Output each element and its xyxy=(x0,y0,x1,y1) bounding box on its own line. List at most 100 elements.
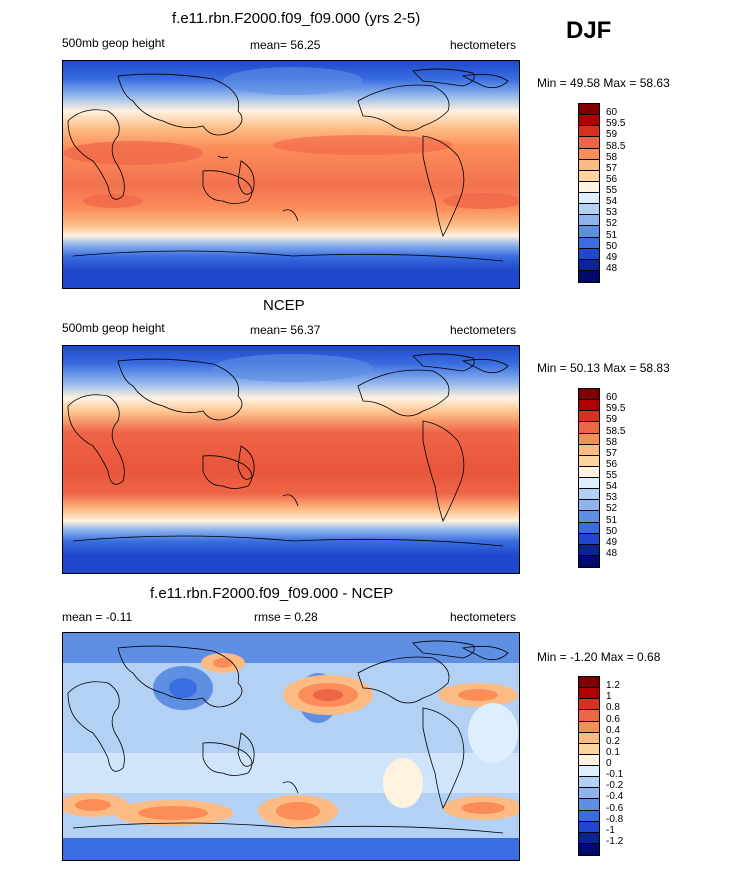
panel-3-rmse-label: rmse = 0.28 xyxy=(254,610,318,624)
colorbar-tick-label: 59 xyxy=(606,414,618,426)
panel-1-minmax-label: Min = 49.58 Max = 58.63 xyxy=(537,76,670,90)
colorbar-tick-label: 0.2 xyxy=(606,735,620,747)
colorbar-segment xyxy=(579,511,599,523)
panel-2-map-graphic xyxy=(63,346,519,573)
colorbar-segment xyxy=(579,721,599,733)
panel-3-map xyxy=(62,632,520,861)
panel-1-variable-label: 500mb geop height xyxy=(62,36,165,50)
colorbar-tick-label: 0.6 xyxy=(606,713,620,725)
colorbar-tick-label: -1.2 xyxy=(606,835,624,847)
colorbar-segment xyxy=(579,489,599,501)
panel-1-colorbar xyxy=(578,103,600,283)
panel-3-units-label: hectometers xyxy=(450,610,517,624)
colorbar-tick-label: 52 xyxy=(606,503,618,515)
colorbar-tick-label: 58 xyxy=(606,151,618,163)
colorbar-tick-label: -0.4 xyxy=(606,791,624,803)
colorbar-segment xyxy=(579,743,599,755)
colorbar-segment xyxy=(579,522,599,534)
panel-2-map xyxy=(62,345,520,574)
colorbar-tick-label: 51 xyxy=(606,514,618,526)
colorbar-tick-label: 60 xyxy=(606,392,618,404)
colorbar-segment xyxy=(579,810,599,822)
colorbar-tick-label: 55 xyxy=(606,470,618,481)
colorbar-segment xyxy=(579,126,599,138)
colorbar-tick-label: -0.1 xyxy=(606,769,624,781)
colorbar-tick-label: 59 xyxy=(606,129,618,141)
colorbar-tick-label: 56 xyxy=(606,458,618,470)
colorbar-segment xyxy=(579,788,599,800)
colorbar-tick-label: 58 xyxy=(606,436,618,448)
colorbar-segment xyxy=(579,766,599,778)
colorbar-segment xyxy=(579,710,599,722)
panel-1-map-graphic xyxy=(63,61,519,288)
colorbar-segment xyxy=(579,555,599,567)
colorbar-tick-label: 1.2 xyxy=(606,680,620,692)
colorbar-segment xyxy=(579,455,599,467)
panel-1-mean-label: mean= 56.25 xyxy=(250,38,321,52)
colorbar-segment xyxy=(579,115,599,127)
colorbar-segment xyxy=(579,832,599,844)
panel-2-units-label: hectometers xyxy=(450,323,517,337)
colorbar-tick-label: 0.4 xyxy=(606,724,620,736)
colorbar-segment xyxy=(579,148,599,160)
colorbar-tick-label: 60 xyxy=(606,107,618,119)
colorbar-segment xyxy=(579,259,599,271)
colorbar-segment xyxy=(579,226,599,238)
colorbar-tick-label: 59.5 xyxy=(606,403,626,415)
panel-3-colorbar xyxy=(578,676,600,856)
panel-2-minmax-label: Min = 50.13 Max = 58.83 xyxy=(537,361,670,375)
panel-2-colorbar xyxy=(578,388,600,568)
colorbar-segment xyxy=(579,843,599,855)
colorbar-tick-label: -1 xyxy=(606,824,615,836)
colorbar-segment xyxy=(579,677,599,689)
colorbar-segment xyxy=(579,699,599,711)
colorbar-tick-label: 48 xyxy=(606,262,618,274)
panel-1-title: f.e11.rbn.F2000.f09_f09.000 (yrs 2-5) xyxy=(172,10,421,27)
colorbar-segment xyxy=(579,181,599,193)
colorbar-tick-label: 49 xyxy=(606,536,618,548)
colorbar-segment xyxy=(579,389,599,401)
colorbar-segment xyxy=(579,444,599,456)
panel-2-title: NCEP xyxy=(263,297,305,314)
colorbar-segment xyxy=(579,137,599,149)
panel-3-mean-label: mean = -0.11 xyxy=(62,610,133,624)
panel-3-title: f.e11.rbn.F2000.f09_f09.000 - NCEP xyxy=(150,585,394,602)
colorbar-segment xyxy=(579,478,599,490)
colorbar-tick-label: 0.8 xyxy=(606,702,620,714)
colorbar-tick-label: 50 xyxy=(606,240,618,252)
colorbar-tick-label: 58.5 xyxy=(606,140,626,152)
colorbar-tick-label: -0.8 xyxy=(606,813,624,825)
colorbar-segment xyxy=(579,433,599,445)
colorbar-segment xyxy=(579,193,599,205)
colorbar-segment xyxy=(579,237,599,249)
panel-1-units-label: hectometers xyxy=(450,38,517,52)
colorbar-segment xyxy=(579,159,599,171)
panel-3-map-graphic xyxy=(63,633,519,860)
colorbar-tick-label: 56 xyxy=(606,173,618,185)
panel-1-map xyxy=(62,60,520,289)
colorbar-segment xyxy=(579,544,599,556)
colorbar-tick-label: 54 xyxy=(606,481,618,493)
colorbar-segment xyxy=(579,777,599,789)
colorbar-tick-label: 57 xyxy=(606,162,618,174)
colorbar-tick-label: 51 xyxy=(606,229,618,241)
colorbar-tick-label: 0.1 xyxy=(606,746,620,758)
colorbar-tick-label: 58.5 xyxy=(606,425,626,437)
colorbar-segment xyxy=(579,533,599,545)
colorbar-tick-label: 53 xyxy=(606,492,618,504)
colorbar-segment xyxy=(579,400,599,412)
colorbar-tick-label: 59.5 xyxy=(606,118,626,130)
colorbar-tick-label: -0.6 xyxy=(606,802,624,814)
colorbar-segment xyxy=(579,215,599,227)
colorbar-tick-label: 1 xyxy=(606,691,612,703)
colorbar-segment xyxy=(579,821,599,833)
colorbar-tick-label: 0 xyxy=(606,758,612,769)
colorbar-segment xyxy=(579,248,599,260)
colorbar-tick-label: 48 xyxy=(606,547,618,559)
colorbar-segment xyxy=(579,732,599,744)
colorbar-segment xyxy=(579,104,599,116)
colorbar-tick-label: 54 xyxy=(606,196,618,208)
colorbar-segment xyxy=(579,754,599,766)
panel-2-variable-label: 500mb geop height xyxy=(62,321,165,335)
colorbar-tick-label: 50 xyxy=(606,525,618,537)
